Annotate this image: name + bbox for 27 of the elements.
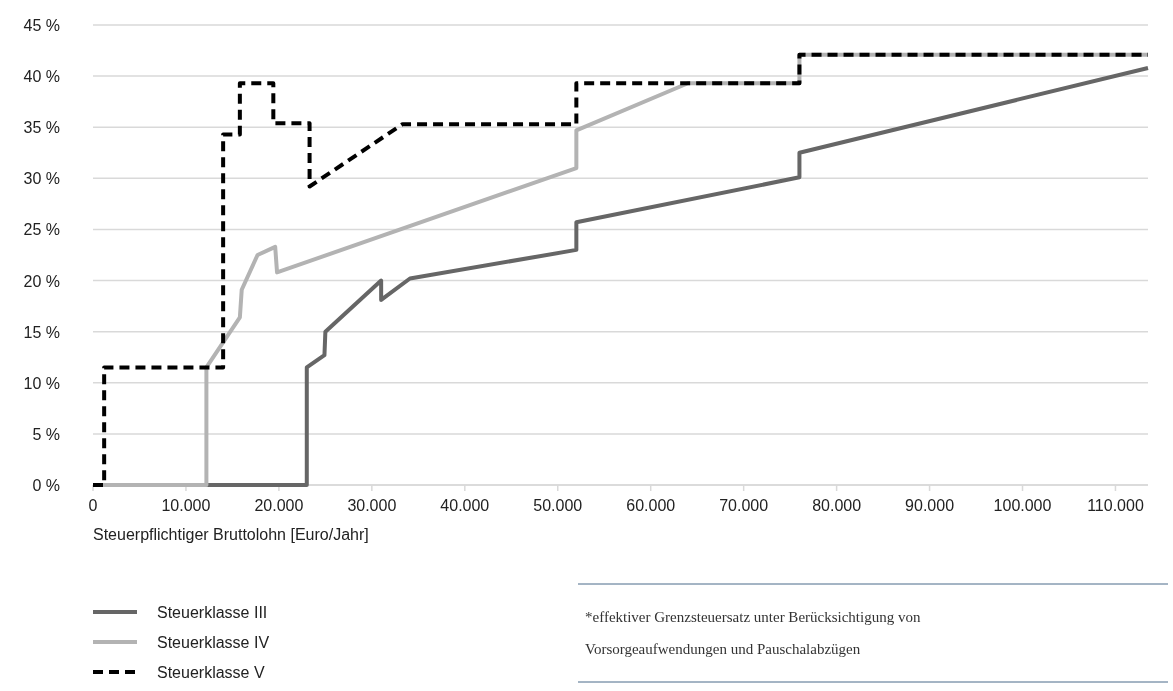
x-tick-label: 30.000 (347, 497, 397, 514)
x-tick-label: 100.000 (993, 497, 1052, 514)
x-tick-label: 20.000 (254, 497, 304, 514)
legend-label: Steuerklasse III (157, 604, 268, 621)
text: *effektiver Grenzsteuersatz unter Berücksichtigung von Vorsorgeaufwendungen und Pauschalabzügen (585, 609, 921, 657)
x-tick-label: 10.000 (161, 497, 211, 514)
y-tick-label: 15 % (23, 323, 60, 341)
x-tick-label: 50.000 (533, 497, 583, 514)
x-tick-label: 60.000 (626, 497, 676, 514)
x-tick-label: 70.000 (719, 497, 769, 514)
y-tick-label: 25 % (23, 221, 60, 239)
y-tick-label: 5 % (32, 425, 60, 443)
y-tick-label: 0 % (32, 477, 60, 494)
y-tick-label: 45 % (23, 17, 60, 34)
x-tick-label: 0 (88, 497, 98, 514)
legend-label: Steuerklasse V (157, 664, 265, 681)
x-tick-label: 40.000 (440, 497, 490, 514)
x-tick-label: 80.000 (812, 497, 862, 514)
legend-label: Steuerklasse IV (157, 634, 270, 651)
y-tick-label: 30 % (23, 170, 60, 188)
y-tick-label: 10 % (23, 374, 60, 392)
y-tick-label: 40 % (23, 68, 60, 86)
x-axis-title: Steuerpflichtiger Bruttolohn [Euro/Jahr] (93, 526, 369, 543)
y-tick-label: 20 % (23, 272, 60, 290)
x-tick-label: 90.000 (905, 497, 955, 514)
y-tick-label: 35 % (23, 119, 60, 137)
x-tick-label: 110.000 (1087, 497, 1144, 514)
